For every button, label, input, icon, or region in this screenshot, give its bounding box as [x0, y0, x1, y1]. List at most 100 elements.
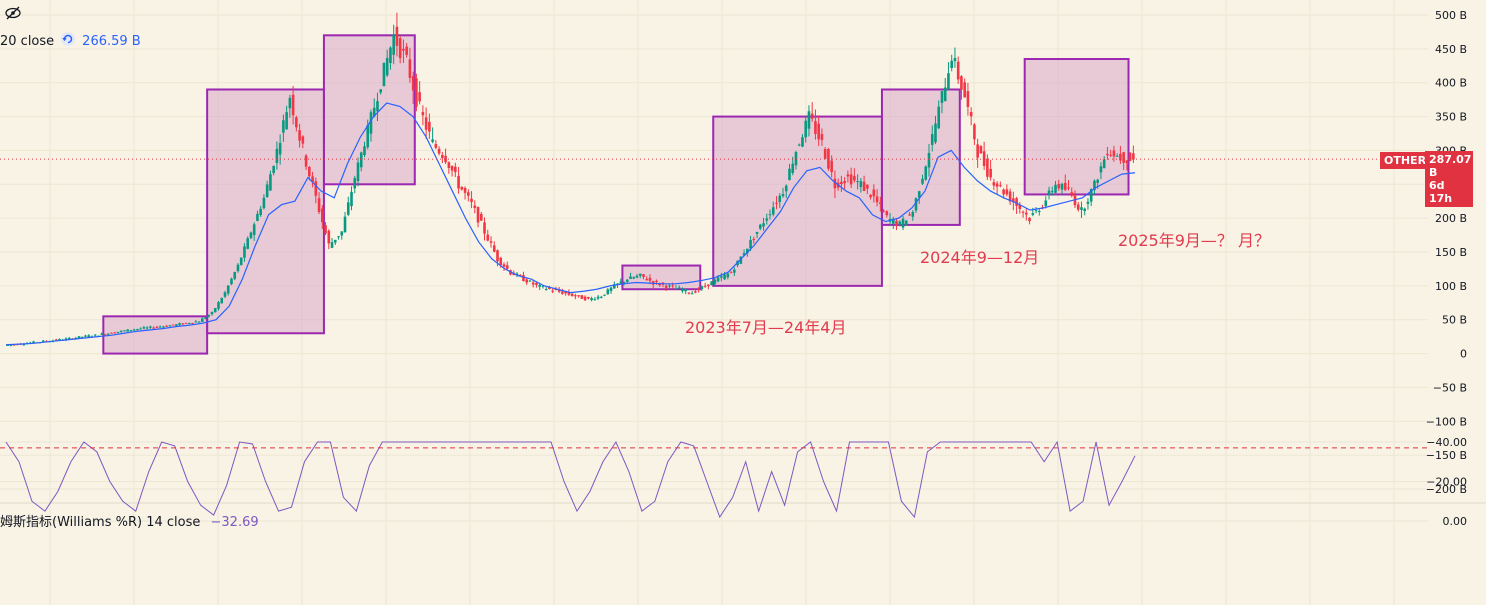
candle-body [548, 286, 551, 289]
candle-body [301, 136, 305, 144]
candle-body [162, 326, 165, 328]
candle-body [840, 181, 843, 185]
candle-body [515, 273, 519, 276]
candle-body [372, 107, 376, 117]
candle-body [817, 123, 820, 140]
candle-body [275, 148, 279, 163]
candle-body [486, 234, 490, 241]
candle-body [1002, 189, 1005, 195]
candle-body [645, 279, 649, 281]
candle-body [223, 292, 227, 297]
candle-body [116, 331, 120, 333]
candle-body [992, 182, 996, 186]
candle-body [340, 231, 344, 236]
candle-body [989, 168, 992, 178]
candle-body [843, 181, 846, 184]
candle-body [12, 344, 16, 346]
candle-body [175, 324, 178, 326]
candle-body [966, 91, 970, 107]
candle-body [252, 224, 256, 235]
candle-body [447, 162, 451, 168]
candle-body [265, 184, 269, 198]
candle-body [969, 111, 973, 117]
candle-body [230, 278, 233, 285]
wr-axis-tick-label: −20.00 [1426, 476, 1467, 489]
candle-body [658, 283, 662, 286]
candle-body [755, 231, 759, 234]
candle-body [807, 111, 811, 129]
candle-body [681, 289, 684, 292]
candle-body [363, 146, 366, 156]
candle-body [113, 332, 116, 334]
candle-body [726, 273, 730, 278]
candle-body [947, 73, 950, 90]
candle-body [178, 323, 181, 326]
candle-body [1060, 183, 1064, 190]
candle-body [574, 295, 577, 297]
candle-body [467, 192, 470, 196]
candle-body [528, 280, 532, 282]
candle-body [470, 198, 473, 203]
candle-body [1057, 183, 1061, 189]
candle-body [317, 198, 321, 213]
candle-body [415, 78, 418, 107]
candle-body [849, 174, 853, 185]
candle-body [346, 202, 350, 215]
candle-body [768, 214, 772, 216]
candle-body [405, 46, 408, 55]
candle-body [671, 285, 674, 287]
candle-body [259, 208, 262, 216]
candle-body [960, 76, 963, 90]
candle-body [1125, 160, 1129, 163]
candle-body [431, 139, 434, 142]
candle-body [619, 281, 623, 284]
candle-body [687, 292, 691, 294]
candle-body [434, 144, 438, 148]
y-axis-tick-label: 350 B [1435, 111, 1467, 124]
candle-body [165, 325, 168, 327]
candle-body [1112, 150, 1116, 157]
candle-body [233, 272, 237, 279]
candle-body [943, 87, 947, 101]
candle-body [54, 339, 58, 341]
candle-body [1076, 204, 1080, 210]
candle-body [716, 277, 720, 282]
candle-body [1005, 189, 1009, 195]
wr-axis-tick-label: 0.00 [1443, 515, 1468, 528]
candle-body [590, 298, 593, 301]
candle-body [1063, 182, 1067, 190]
visibility-toggle[interactable] [4, 6, 22, 24]
candle-body [1028, 217, 1031, 222]
candle-body [720, 276, 723, 278]
candle-body [194, 321, 198, 323]
candle-body [1015, 198, 1018, 206]
candle-body [314, 181, 318, 196]
candle-body [749, 239, 752, 249]
eye-slash-icon[interactable] [4, 6, 22, 24]
candle-body [145, 327, 149, 329]
candle-body [593, 299, 597, 301]
candle-body [580, 295, 584, 299]
candle-body [1132, 153, 1135, 160]
annotation-2023: 2023年7月—24年4月 [685, 318, 847, 337]
candle-body [814, 121, 817, 135]
candle-body [392, 34, 395, 55]
candle-body [1012, 198, 1015, 203]
candle-body [986, 158, 989, 177]
candle-body [544, 289, 548, 291]
candle-body [700, 286, 704, 290]
candle-body [126, 329, 129, 332]
candle-body [1083, 208, 1087, 212]
candle-body [139, 328, 142, 330]
refresh-icon[interactable] [60, 31, 76, 51]
candle-body [875, 196, 879, 203]
candle-body [428, 121, 431, 132]
candle-body [632, 277, 636, 279]
candle-body [308, 166, 311, 177]
candle-body [288, 97, 292, 109]
candle-body [664, 285, 668, 288]
wr-axis-tick-label: −40.00 [1426, 436, 1467, 449]
y-axis-tick-label: 450 B [1435, 43, 1467, 56]
candle-body [648, 277, 652, 281]
